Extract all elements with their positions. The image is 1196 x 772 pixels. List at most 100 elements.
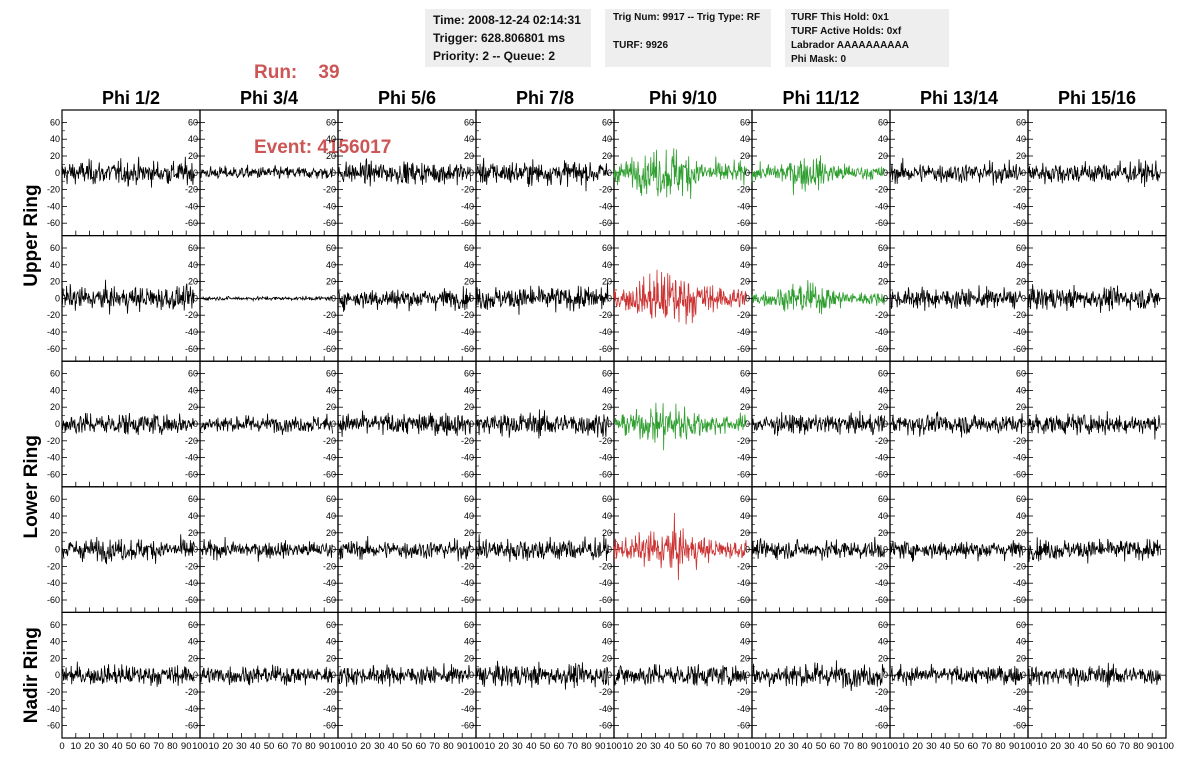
y-tick-label: -60: [185, 595, 198, 605]
x-tick-label: 50: [1092, 741, 1103, 752]
x-tick-label: 90: [1147, 741, 1158, 752]
y-tick-label: -20: [737, 185, 750, 195]
y-tick-label: 60: [50, 243, 60, 253]
x-tick-label: 80: [305, 741, 316, 752]
y-tick-label: 60: [878, 369, 888, 379]
x-tick-label: 50: [954, 741, 965, 752]
turf-active-line: TURF Active Holds: 0xf: [791, 26, 902, 37]
y-tick-label: -20: [737, 561, 750, 571]
y-tick-label: -20: [599, 687, 612, 697]
y-tick-label: -60: [185, 721, 198, 731]
y-tick-label: -60: [461, 469, 474, 479]
y-tick-label: -20: [461, 310, 474, 320]
y-tick-label: -20: [47, 561, 60, 571]
x-tick-label: 50: [126, 741, 137, 752]
y-tick-label: 20: [1016, 653, 1026, 663]
y-tick-label: 40: [326, 385, 336, 395]
y-tick-label: 0: [193, 545, 198, 555]
waveform-trace: [889, 411, 1023, 438]
waveform-trace: [61, 661, 195, 687]
y-tick-label: 60: [878, 620, 888, 630]
x-tick-label: 30: [926, 741, 937, 752]
x-tick-label: 10: [71, 741, 82, 752]
y-tick-label: -60: [875, 469, 888, 479]
y-tick-label: 40: [50, 637, 60, 647]
waveform-trace: [337, 286, 471, 312]
panel-frame: [613, 235, 753, 362]
waveform-trace: [751, 660, 885, 692]
y-tick-label: 0: [193, 419, 198, 429]
ring-label: Upper Ring: [21, 184, 42, 286]
y-tick-label: 20: [50, 277, 60, 287]
y-tick-label: 0: [607, 670, 612, 680]
waveform-trace: [475, 282, 609, 315]
y-tick-label: 40: [878, 260, 888, 270]
y-tick-label: 0: [883, 293, 888, 303]
y-tick-label: 60: [740, 494, 750, 504]
y-tick-label: 20: [602, 277, 612, 287]
y-tick-label: 40: [326, 134, 336, 144]
y-tick-label: -20: [737, 687, 750, 697]
labrador-line: Labrador AAAAAAAAAA: [791, 40, 909, 51]
x-tick-label: 70: [429, 741, 440, 752]
waveform-trace: [751, 410, 885, 436]
ring-label: Nadir Ring: [21, 627, 42, 723]
y-tick-label: 40: [464, 134, 474, 144]
y-tick-label: 20: [464, 653, 474, 663]
waveform-trace: [889, 157, 1023, 186]
y-tick-label: 0: [331, 545, 336, 555]
y-tick-label: 20: [188, 151, 198, 161]
x-tick-label: 100: [882, 741, 898, 752]
y-tick-label: -20: [185, 310, 198, 320]
y-tick-label: 20: [740, 653, 750, 663]
y-tick-label: -20: [185, 185, 198, 195]
y-tick-label: 40: [1016, 134, 1026, 144]
y-tick-label: -40: [875, 578, 888, 588]
y-tick-label: -20: [461, 185, 474, 195]
x-tick-label: 70: [1119, 741, 1130, 752]
x-tick-label: 20: [774, 741, 785, 752]
x-tick-label: 20: [498, 741, 509, 752]
y-tick-label: -60: [323, 218, 336, 228]
y-tick-label: -40: [737, 453, 750, 463]
waveform-trace: [1027, 411, 1161, 440]
waveform-trace: [61, 534, 195, 565]
y-tick-label: -60: [47, 721, 60, 731]
x-tick-label: 80: [995, 741, 1006, 752]
x-tick-label: 90: [871, 741, 882, 752]
y-tick-label: 0: [469, 670, 474, 680]
y-tick-label: 40: [1016, 260, 1026, 270]
y-tick-label: 0: [745, 419, 750, 429]
y-tick-label: 60: [464, 494, 474, 504]
y-tick-label: 0: [745, 670, 750, 680]
y-tick-label: -40: [461, 327, 474, 337]
x-tick-label: 20: [636, 741, 647, 752]
y-tick-label: 40: [188, 637, 198, 647]
y-tick-label: -60: [47, 218, 60, 228]
y-tick-label: -60: [737, 218, 750, 228]
y-tick-label: -60: [461, 218, 474, 228]
y-tick-label: 40: [188, 134, 198, 144]
y-tick-label: -40: [1013, 327, 1026, 337]
x-tick-label: 10: [899, 741, 910, 752]
y-tick-label: 20: [464, 528, 474, 538]
x-tick-label: 50: [678, 741, 689, 752]
x-tick-label: 20: [1050, 741, 1061, 752]
y-tick-label: -40: [599, 704, 612, 714]
y-tick-label: -60: [737, 721, 750, 731]
y-tick-label: -40: [461, 201, 474, 211]
y-tick-label: 20: [326, 151, 336, 161]
y-tick-label: 0: [883, 168, 888, 178]
y-tick-label: -20: [185, 561, 198, 571]
x-tick-label: 30: [1064, 741, 1075, 752]
x-tick-label: 80: [167, 741, 178, 752]
y-tick-label: -40: [875, 201, 888, 211]
y-tick-label: -60: [737, 469, 750, 479]
x-tick-label: 30: [650, 741, 661, 752]
waveform-trace: [199, 295, 333, 303]
x-tick-label: 10: [347, 741, 358, 752]
x-tick-label: 20: [84, 741, 95, 752]
y-tick-label: -20: [47, 185, 60, 195]
waveform-trace: [1027, 662, 1161, 688]
